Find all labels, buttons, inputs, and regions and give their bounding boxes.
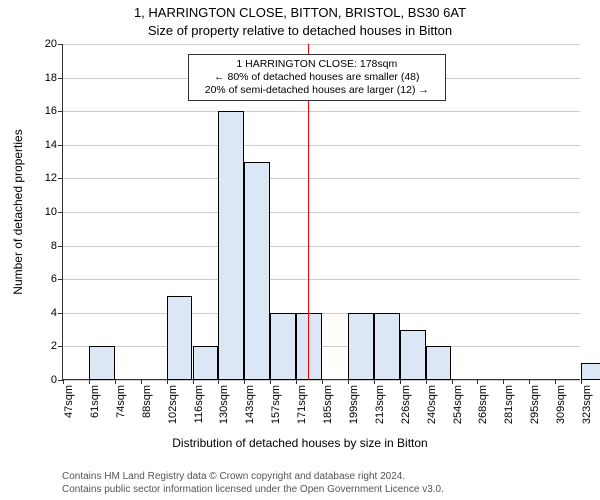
xtick-label: 240sqm [426, 385, 438, 424]
gridline [63, 279, 580, 280]
xtick-label: 295sqm [529, 385, 541, 424]
chart-title-block: 1, HARRINGTON CLOSE, BITTON, BRISTOL, BS… [0, 4, 600, 39]
gridline [63, 145, 580, 146]
chart-title-line2: Size of property relative to detached ho… [0, 22, 600, 40]
ytick-label: 14 [45, 139, 63, 151]
histogram-chart: 1, HARRINGTON CLOSE, BITTON, BRISTOL, BS… [0, 0, 600, 500]
gridline [63, 246, 580, 247]
ytick-label: 12 [45, 172, 63, 184]
histogram-bar [218, 111, 244, 380]
ytick-label: 8 [51, 240, 63, 252]
histogram-bar [581, 363, 600, 380]
footer-line2: Contains public sector information licen… [62, 483, 444, 496]
histogram-bar [426, 346, 452, 380]
xtick-label: 323sqm [581, 385, 593, 424]
plot-area: 0246810121416182047sqm61sqm74sqm88sqm102… [62, 44, 580, 380]
ytick-label: 16 [45, 105, 63, 117]
xtick-label: 74sqm [115, 385, 127, 418]
gridline [63, 178, 580, 179]
histogram-bar [374, 313, 400, 380]
footer-line1: Contains HM Land Registry data © Crown c… [62, 470, 444, 483]
ytick-label: 2 [51, 340, 63, 352]
histogram-bar [193, 346, 219, 380]
xtick-mark [115, 379, 116, 384]
ytick-label: 20 [45, 38, 63, 50]
xtick-label: 213sqm [374, 385, 386, 424]
xtick-label: 185sqm [322, 385, 334, 424]
xtick-mark [477, 379, 478, 384]
xtick-mark [63, 379, 64, 384]
xtick-label: 199sqm [348, 385, 360, 424]
footer-note: Contains HM Land Registry data © Crown c… [62, 470, 444, 496]
xtick-mark [452, 379, 453, 384]
xtick-mark [529, 379, 530, 384]
xtick-label: 309sqm [555, 385, 567, 424]
annotation-line3: 20% of semi-detached houses are larger (… [195, 84, 439, 97]
xtick-label: 102sqm [167, 385, 179, 424]
xtick-label: 61sqm [89, 385, 101, 418]
xtick-label: 47sqm [63, 385, 75, 418]
ytick-label: 6 [51, 273, 63, 285]
histogram-bar [167, 296, 193, 380]
xtick-mark [503, 379, 504, 384]
gridline [63, 212, 580, 213]
histogram-bar [89, 346, 115, 380]
xtick-label: 171sqm [296, 385, 308, 424]
ytick-label: 10 [45, 206, 63, 218]
annotation-box: 1 HARRINGTON CLOSE: 178sqm← 80% of detac… [188, 54, 446, 101]
xtick-label: 130sqm [218, 385, 230, 424]
annotation-line2: ← 80% of detached houses are smaller (48… [195, 71, 439, 84]
histogram-bar [244, 162, 270, 380]
histogram-bar [348, 313, 374, 380]
histogram-bar [270, 313, 296, 380]
chart-title-line1: 1, HARRINGTON CLOSE, BITTON, BRISTOL, BS… [0, 4, 600, 22]
gridline [63, 44, 580, 45]
xtick-mark [322, 379, 323, 384]
y-axis-label: Number of detached properties [11, 129, 25, 294]
xtick-label: 254sqm [452, 385, 464, 424]
ytick-label: 4 [51, 307, 63, 319]
histogram-bar [400, 330, 426, 380]
xtick-mark [141, 379, 142, 384]
xtick-label: 143sqm [244, 385, 256, 424]
xtick-label: 281sqm [503, 385, 515, 424]
x-axis-label: Distribution of detached houses by size … [0, 436, 600, 450]
xtick-label: 116sqm [193, 385, 205, 423]
ytick-label: 18 [45, 72, 63, 84]
xtick-label: 157sqm [270, 385, 282, 424]
xtick-mark [555, 379, 556, 384]
xtick-label: 226sqm [400, 385, 412, 424]
annotation-line1: 1 HARRINGTON CLOSE: 178sqm [195, 58, 439, 71]
xtick-label: 88sqm [141, 385, 153, 418]
xtick-label: 268sqm [477, 385, 489, 424]
gridline [63, 111, 580, 112]
ytick-label: 0 [51, 374, 63, 386]
